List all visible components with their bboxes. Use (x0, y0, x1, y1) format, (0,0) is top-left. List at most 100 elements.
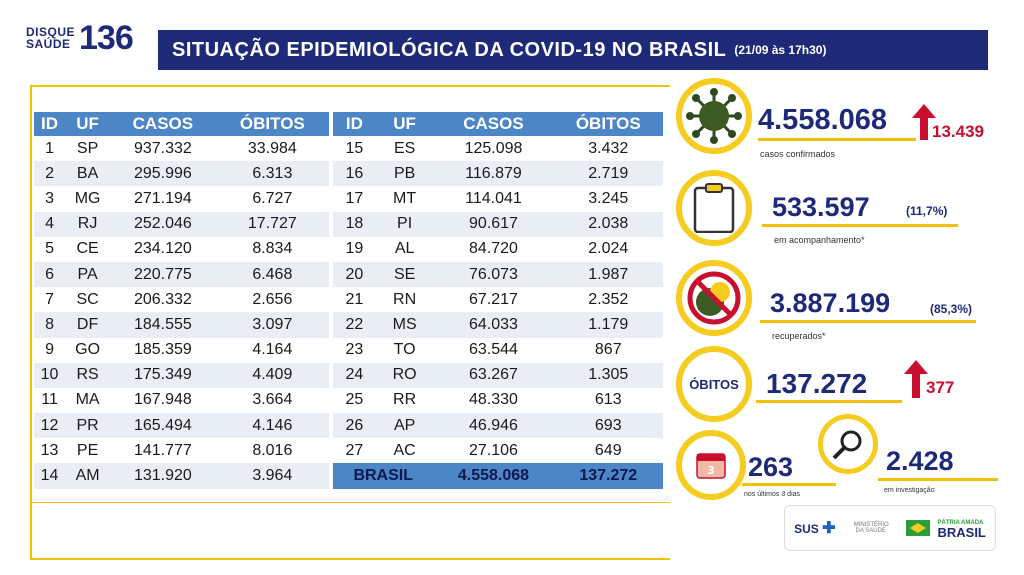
cell-uf: MG (74, 189, 101, 207)
title-bar: SITUAÇÃO EPIDEMIOLÓGICA DA COVID-19 NO B… (158, 30, 988, 70)
cell-uf: SE (375, 261, 434, 288)
cell-uf: AM (65, 463, 111, 489)
cell-obitos: 2.024 (588, 240, 629, 258)
brasil-logo: PÁTRIA AMADA BRASIL (905, 519, 986, 539)
cell-casos: 184.555 (110, 312, 216, 338)
table-row: 12 PR 165.494 4.146 (34, 413, 329, 439)
cell-id: 20 (333, 261, 376, 288)
cell-obitos: 2.352 (588, 290, 629, 308)
states-table-right: ID UF CASOS ÓBITOS 15 ES 125.098 3.432 16 PB… (333, 112, 663, 489)
cell-obitos: 2.719 (553, 161, 663, 187)
cell-casos: 206.332 (133, 290, 192, 308)
table-row: 25 RR 48.330 613 (333, 388, 663, 413)
table-row: 9 GO 185.359 4.164 (34, 338, 329, 363)
cell-obitos: 33.984 (247, 139, 297, 157)
cell-id: 8 (34, 312, 66, 338)
disque-saude-logo: DISQUE SAÚDE 136 (26, 18, 154, 57)
cell-casos: 114.041 (465, 189, 522, 207)
table-row: 1 SP 937.332 33.984 (34, 136, 329, 161)
flag-icon (905, 520, 930, 536)
cell-id: 1 (45, 139, 54, 157)
recent-label: nos últimos 3 dias (744, 491, 801, 498)
cell-uf: PI (375, 211, 434, 237)
cell-obitos: 1.305 (553, 362, 663, 388)
cell-obitos: 8.834 (252, 240, 293, 258)
cell-id: 10 (34, 362, 66, 388)
cell-casos: 125.098 (464, 139, 523, 157)
cell-obitos: 693 (553, 413, 663, 439)
recovered-value: 3.887.199 (770, 288, 891, 318)
table-row: 18 PI 90.617 2.038 (333, 211, 663, 237)
total-obitos: 137.272 (553, 463, 663, 489)
recovered-circle (676, 260, 752, 336)
cell-id: 18 (333, 211, 376, 237)
recent-value: 263 (748, 452, 794, 482)
cell-obitos: 3.964 (215, 463, 329, 489)
monitoring-value: 533.597 (772, 192, 870, 222)
cell-uf: MS (375, 312, 434, 338)
table-row: 2 BA 295.996 6.313 (34, 161, 329, 187)
cell-obitos: 6.313 (215, 161, 329, 187)
table-row: 17 MT 114.041 3.245 (333, 186, 663, 211)
recovered-pct: (85,3%) (930, 302, 973, 316)
cell-uf: DF (65, 312, 111, 338)
col-id: ID (34, 112, 66, 136)
cell-obitos: 2.656 (252, 290, 293, 308)
table-row: 8 DF 184.555 3.097 (34, 312, 329, 338)
cell-casos: 116.879 (433, 161, 554, 187)
logo-number: 136 (79, 18, 134, 57)
cell-casos: 131.920 (110, 463, 216, 489)
svg-text:3: 3 (707, 464, 715, 477)
cell-casos: 220.775 (110, 261, 216, 288)
deaths-underline (756, 400, 902, 403)
cell-uf: TO (393, 341, 416, 359)
magnifier-icon (832, 430, 862, 460)
cell-uf: RR (393, 391, 417, 409)
cell-id: 12 (34, 413, 66, 439)
cell-uf: ES (393, 139, 416, 157)
cell-casos: 46.946 (433, 413, 554, 439)
cell-obitos: 3.097 (215, 312, 329, 338)
states-table-left: ID UF CASOS ÓBITOS 1 SP 937.332 33.984 2 BA 2… (34, 112, 329, 489)
cell-uf: PE (76, 441, 99, 459)
confirmed-label: casos confirmados (760, 149, 836, 159)
confirmed-circle (676, 78, 752, 154)
total-row: BRASIL 4.558.068 137.272 (333, 463, 663, 489)
col-uf: UF (65, 112, 111, 136)
cell-id: 2 (34, 161, 66, 187)
cell-casos: 165.494 (110, 413, 216, 439)
table-row: 5 CE 234.120 8.834 (34, 237, 329, 262)
cell-id: 15 (345, 139, 364, 157)
cell-casos: 937.332 (133, 139, 192, 157)
recent-circle: 3 (676, 430, 746, 500)
col-casos: CASOS (110, 112, 216, 136)
total-label: BRASIL (333, 463, 434, 489)
table-row: 22 MS 64.033 1.179 (333, 312, 663, 338)
virus-crossed-icon (687, 271, 741, 325)
investigating-underline (878, 478, 998, 481)
cell-obitos: 613 (594, 391, 622, 409)
col-obitos: ÓBITOS (553, 112, 663, 136)
table-row: 16 PB 116.879 2.719 (333, 161, 663, 187)
cell-casos: 64.033 (433, 312, 554, 338)
col-casos: CASOS (433, 112, 554, 136)
cell-uf: CE (76, 240, 99, 258)
deaths-value: 137.272 (766, 368, 868, 399)
cell-id: 19 (345, 240, 364, 258)
cell-obitos: 4.409 (215, 362, 329, 388)
cell-id: 6 (34, 261, 66, 288)
virus-icon (686, 88, 742, 144)
cell-casos: 167.948 (133, 391, 192, 409)
cell-casos: 234.120 (133, 240, 192, 258)
table-row: 11 MA 167.948 3.664 (34, 388, 329, 413)
cell-id: 21 (345, 290, 364, 308)
sus-text: SUS (794, 522, 819, 536)
government-logos: SUS ✚ MINISTÉRIO DA SAÚDE PÁTRIA AMADA B… (784, 505, 996, 551)
cell-id: 22 (333, 312, 376, 338)
cell-id: 14 (34, 463, 66, 489)
cell-uf: PR (65, 413, 111, 439)
table-row: 14 AM 131.920 3.964 (34, 463, 329, 489)
frame-line-top (30, 85, 670, 87)
table-row: 13 PE 141.777 8.016 (34, 438, 329, 463)
calendar-icon: 3 (696, 453, 726, 479)
